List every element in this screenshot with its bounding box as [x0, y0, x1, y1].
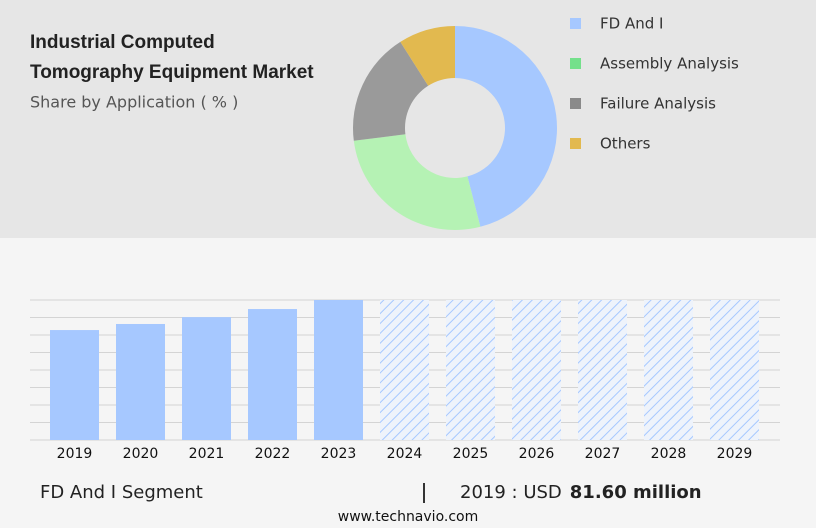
legend-label: Assembly Analysis — [600, 55, 739, 73]
legend-label: FD And I — [600, 15, 663, 33]
forecast-bar — [512, 300, 561, 440]
x-tick-label: 2023 — [321, 446, 357, 462]
legend-label: Others — [600, 135, 651, 153]
highlight-value: 81.60 million — [570, 482, 702, 503]
donut-slice — [400, 26, 455, 86]
x-tick-label: 2027 — [585, 446, 621, 462]
x-tick-label: 2019 — [57, 446, 93, 462]
x-tick-label: 2022 — [255, 446, 291, 462]
bar — [182, 317, 231, 440]
bar — [50, 330, 99, 440]
donut-slice — [352, 41, 429, 141]
source: www.technavio.com — [338, 509, 479, 525]
x-tick-label: 2025 — [453, 446, 489, 462]
bar — [248, 309, 297, 440]
x-tick-label: 2026 — [519, 446, 555, 462]
x-tick-label: 2024 — [387, 446, 423, 462]
highlight-year: 2019 : USD — [460, 482, 562, 503]
legend-swatch — [570, 18, 581, 29]
forecast-bar — [644, 300, 693, 440]
legend-swatch — [570, 98, 581, 109]
x-tick-label: 2020 — [123, 446, 159, 462]
segment-label: FD And I Segment — [40, 482, 203, 503]
x-tick-label: 2021 — [189, 446, 225, 462]
legend-label: Failure Analysis — [600, 95, 716, 113]
donut-slice — [455, 26, 557, 227]
legend-swatch — [570, 138, 581, 149]
x-tick-label: 2029 — [717, 446, 753, 462]
legend-swatch — [570, 58, 581, 69]
donut-slice — [353, 134, 481, 231]
chart-title: Tomography Equipment Market — [30, 62, 314, 83]
forecast-bar — [578, 300, 627, 440]
forecast-bar — [710, 300, 759, 440]
forecast-bar — [446, 300, 495, 440]
chart-title: Industrial Computed — [30, 32, 215, 53]
bar — [314, 300, 363, 440]
chart-subtitle: Share by Application ( % ) — [30, 93, 238, 112]
x-tick-label: 2028 — [651, 446, 687, 462]
bar — [116, 323, 165, 440]
highlight: 2019 : USD 81.60 million — [460, 482, 702, 503]
forecast-bar — [380, 300, 429, 440]
